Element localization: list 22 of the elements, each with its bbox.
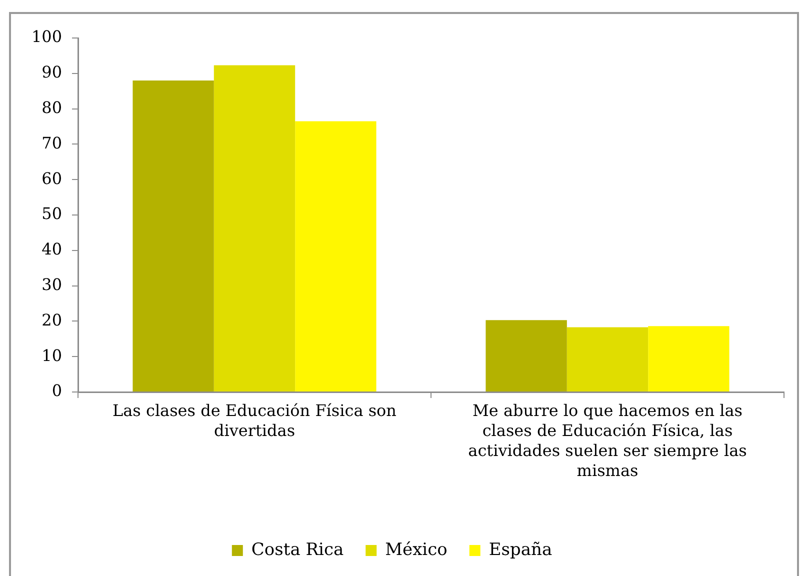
bar bbox=[486, 320, 567, 392]
y-tick-label: 30 bbox=[42, 274, 62, 294]
bar bbox=[132, 80, 214, 392]
y-tick-label: 20 bbox=[42, 310, 62, 330]
x-tick-label: Las clases de Educación Física son divertidas bbox=[112, 401, 396, 440]
y-tick-label: 90 bbox=[42, 62, 62, 82]
bar bbox=[648, 326, 730, 392]
legend-label: Costa Rica bbox=[251, 540, 344, 560]
bar bbox=[566, 327, 648, 392]
bar bbox=[295, 121, 376, 392]
legend-label: España bbox=[488, 540, 552, 560]
y-tick-label: 50 bbox=[42, 204, 62, 224]
y-tick-label: 0 bbox=[52, 381, 62, 400]
y-tick-label: 80 bbox=[42, 98, 62, 117]
y-tick-label: 70 bbox=[42, 133, 62, 152]
y-tick-label: 100 bbox=[31, 27, 62, 46]
legend-label: México bbox=[385, 540, 448, 560]
y-tick-label: 40 bbox=[42, 240, 62, 259]
y-tick-label: 60 bbox=[42, 168, 62, 188]
y-tick-label: 10 bbox=[42, 346, 62, 365]
bar bbox=[214, 65, 296, 392]
x-tick-label: Me aburre lo que hacemos en las clases de Educación Física, las actividades suelen ser siempre las mismas bbox=[468, 401, 747, 480]
